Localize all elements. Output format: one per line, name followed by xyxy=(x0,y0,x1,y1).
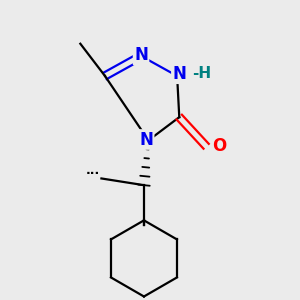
Text: N: N xyxy=(172,65,186,83)
Text: -H: -H xyxy=(192,66,211,81)
Text: N: N xyxy=(134,46,148,64)
Text: O: O xyxy=(212,137,227,155)
Text: ···: ··· xyxy=(86,167,100,180)
Text: N: N xyxy=(139,130,153,148)
